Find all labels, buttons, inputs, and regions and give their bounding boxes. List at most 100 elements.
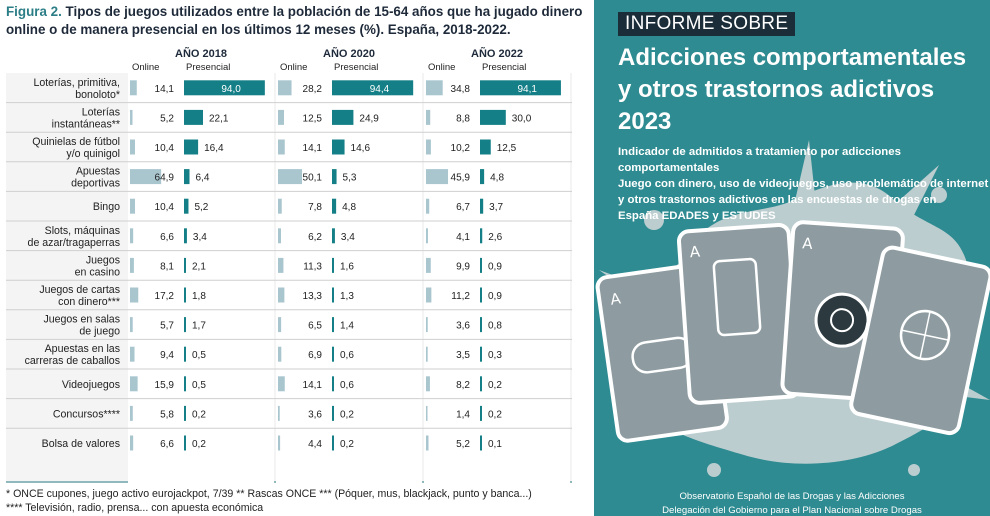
bar-online — [130, 257, 134, 273]
bar-online — [426, 139, 431, 155]
cover-footer-line: Observatorio Español de las Drogas y las… — [679, 491, 905, 502]
cover-description-line: y otros trastornos adictivos en las encu… — [618, 194, 937, 206]
data-label-online: 10,2 — [451, 143, 471, 154]
bar-online — [426, 198, 430, 214]
data-label-presencial: 4,8 — [342, 202, 356, 213]
figure-panel: Figura 2. Tipos de juegos utilizados ent… — [6, 4, 583, 515]
bar-presencial — [480, 317, 482, 333]
data-label-presencial: 0,2 — [340, 439, 354, 450]
category-label: instantáneas** — [52, 118, 120, 130]
bar-presencial — [332, 376, 334, 392]
series-label-online: Online — [132, 62, 159, 73]
data-label-online: 1,4 — [456, 409, 470, 420]
category-label: Videojuegos — [62, 379, 120, 391]
smartphone-icon — [712, 257, 762, 337]
category-label: Juegos de cartas — [39, 284, 120, 296]
bar-online — [426, 228, 428, 244]
data-label-online: 7,8 — [308, 202, 322, 213]
cover-illustration: A A A — [595, 140, 990, 477]
data-label-presencial: 0,3 — [488, 350, 502, 361]
cover-footer-line: Delegación del Gobierno para el Plan Nac… — [662, 505, 922, 516]
data-label-presencial: 6,4 — [196, 173, 210, 184]
data-label-online: 14,1 — [303, 143, 323, 154]
year-header: AÑO 2022 — [471, 47, 523, 60]
bar-online — [278, 405, 280, 421]
bar-online — [278, 287, 285, 303]
data-label-presencial: 3,7 — [489, 202, 503, 213]
data-label-presencial: 1,4 — [340, 321, 354, 332]
category-label: carreras de caballos — [25, 355, 120, 367]
bar-presencial — [480, 109, 506, 125]
bar-online — [130, 139, 135, 155]
bar-presencial — [184, 169, 190, 185]
footnotes: * ONCE cupones, juego activo eurojackpot… — [6, 487, 532, 515]
bar-presencial — [184, 435, 186, 451]
bar-presencial — [184, 376, 186, 392]
bar-online — [130, 169, 162, 185]
series-label-presencial: Presencial — [482, 62, 526, 73]
bar-presencial — [332, 80, 414, 96]
bar-presencial — [184, 405, 186, 421]
bar-presencial — [480, 228, 483, 244]
bar-online — [278, 139, 285, 155]
playing-card-2: A — [676, 222, 802, 405]
bar-presencial — [184, 346, 186, 362]
data-label-online: 6,6 — [160, 232, 174, 243]
bar-online — [426, 257, 431, 273]
bar-presencial — [480, 346, 482, 362]
data-label-presencial: 0,6 — [340, 380, 354, 391]
data-label-online: 3,6 — [456, 321, 470, 332]
data-label-presencial: 5,3 — [343, 173, 357, 184]
bar-presencial — [332, 317, 334, 333]
data-label-online: 8,2 — [456, 380, 470, 391]
bar-presencial — [184, 109, 204, 125]
data-label-presencial: 1,6 — [340, 261, 354, 272]
data-label-online: 9,4 — [160, 350, 174, 361]
data-label-presencial: 3,4 — [193, 232, 207, 243]
bar-online — [426, 317, 428, 333]
bar-online — [130, 376, 138, 392]
bar-presencial — [184, 317, 186, 333]
cover-description-line: España EDADES y ESTUDES — [618, 210, 776, 222]
cover-tag: INFORME SOBRE — [618, 12, 796, 36]
bar-presencial — [480, 435, 482, 451]
category-label: bonoloto* — [75, 89, 120, 101]
data-label-presencial: 1,8 — [192, 291, 206, 302]
footnote-line-2: **** Televisión, radio, prensa... con ap… — [6, 502, 264, 514]
bar-presencial — [332, 405, 334, 421]
bar-online — [130, 228, 134, 244]
category-label: Loterías, primitiva, — [33, 77, 120, 89]
data-label-online: 8,8 — [456, 113, 470, 124]
data-label-online: 5,7 — [160, 321, 174, 332]
data-label-presencial: 0,1 — [488, 439, 502, 450]
figure-caption-text: Tipos de juegos utilizados entre la pobl… — [6, 4, 583, 37]
bar-presencial — [184, 80, 265, 96]
data-label-presencial: 2,1 — [192, 261, 206, 272]
bar-presencial — [332, 287, 334, 303]
data-label-online: 5,2 — [160, 113, 174, 124]
bar-online — [278, 257, 284, 273]
series-label-online: Online — [428, 62, 455, 73]
bar-presencial — [332, 109, 354, 125]
data-label-online: 10,4 — [155, 202, 175, 213]
data-label-presencial: 0,5 — [192, 350, 206, 361]
data-label-online: 6,9 — [308, 350, 322, 361]
category-label: Concursos**** — [53, 408, 120, 420]
category-label: Apuestas — [76, 166, 120, 178]
data-label-presencial: 4,8 — [490, 173, 504, 184]
category-label: Bolsa de valores — [42, 438, 120, 450]
category-label: Apuestas en las — [45, 343, 120, 355]
bar-online — [426, 405, 428, 421]
data-label-presencial: 94,0 — [221, 84, 241, 95]
bar-online — [130, 109, 133, 125]
bar-online — [278, 435, 281, 451]
series-label-online: Online — [280, 62, 307, 73]
category-label: Juegos en salas — [43, 314, 120, 326]
bar-presencial — [332, 198, 337, 214]
data-label-online: 34,8 — [451, 84, 471, 95]
category-label: Quinielas de fútbol — [32, 136, 120, 148]
bar-online — [426, 435, 429, 451]
data-label-online: 50,1 — [303, 173, 323, 184]
bar-presencial — [184, 228, 187, 244]
data-label-online: 6,6 — [160, 439, 174, 450]
